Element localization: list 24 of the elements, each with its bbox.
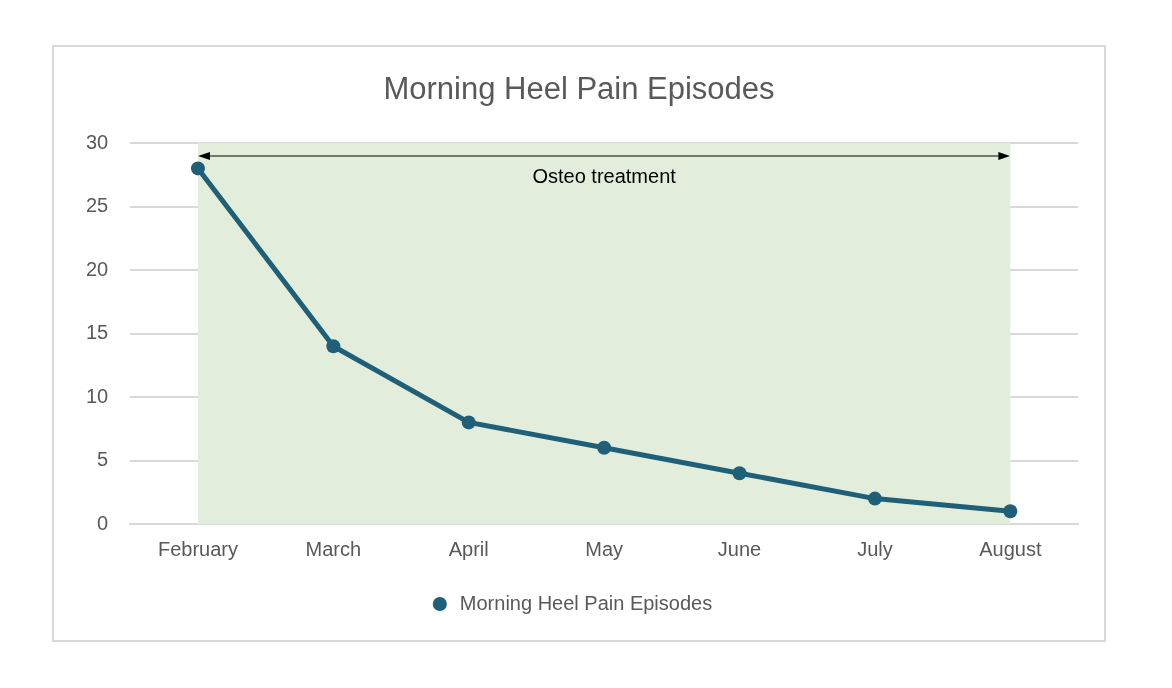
y-tick-label: 5	[97, 448, 109, 471]
point	[190, 161, 205, 176]
point	[461, 415, 476, 430]
point	[597, 440, 612, 455]
y-tick-label: 20	[86, 257, 109, 280]
y-tick-label: 25	[86, 194, 109, 217]
legend-label: Morning Heel Pain Episodes	[459, 591, 713, 614]
y-tick-label: 0	[97, 511, 109, 534]
point	[326, 339, 341, 354]
chart-title: Morning Heel Pain Episodes	[382, 71, 776, 107]
point	[1003, 504, 1018, 519]
y-tick-label: 15	[86, 321, 109, 344]
x-tick-label: June	[717, 537, 762, 560]
x-tick-label: February	[157, 537, 238, 560]
band-label: Osteo treatment	[532, 164, 677, 187]
x-tick-label: May	[585, 537, 624, 560]
x-tick-label: August	[979, 537, 1042, 560]
point	[867, 491, 882, 506]
y-tick-label: 10	[86, 384, 109, 407]
x-tick-label: July	[857, 537, 893, 560]
x-tick-label: April	[448, 537, 489, 560]
x-tick-label: March	[305, 537, 362, 560]
point	[732, 466, 747, 481]
y-tick-label: 30	[86, 130, 109, 153]
